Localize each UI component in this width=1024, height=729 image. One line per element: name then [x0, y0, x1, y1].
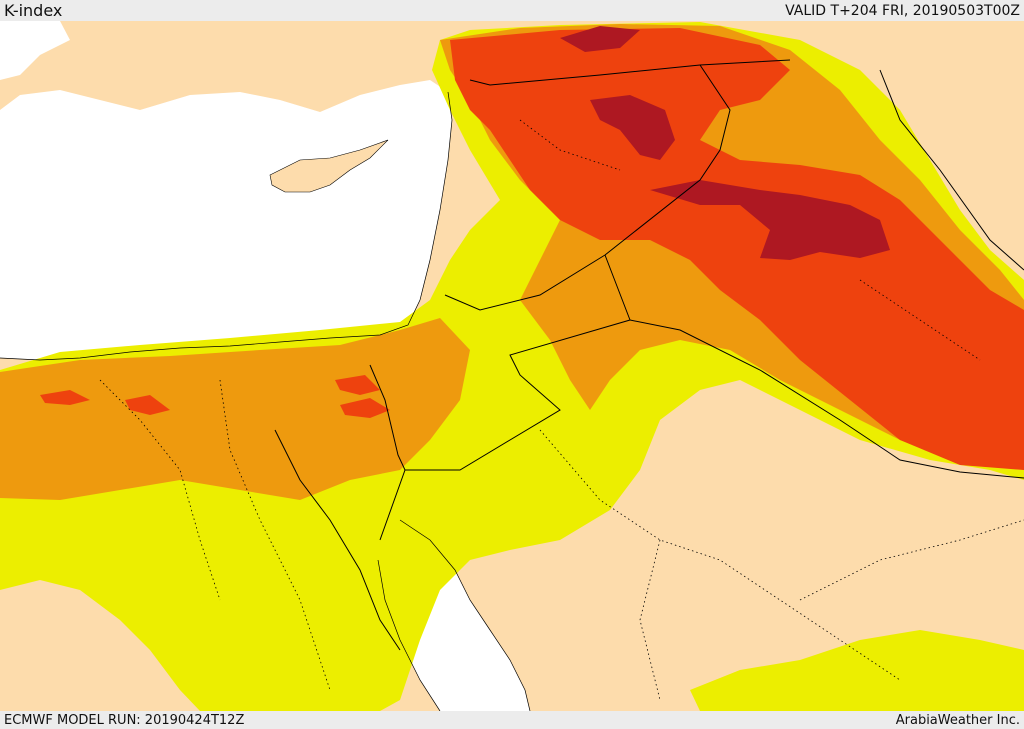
k-index-map[interactable]: [0, 21, 1024, 711]
k-index-high-patch-3: [335, 375, 390, 418]
product-title: K-index: [4, 1, 63, 20]
k-index-zone-mid: [0, 318, 470, 500]
k-index-zone-very-high-2: [590, 95, 675, 160]
model-run-label: ECMWF MODEL RUN: 20190424T12Z: [4, 712, 245, 728]
valid-time-label: VALID T+204 FRI, 20190503T00Z: [785, 2, 1020, 19]
credit-label: ArabiaWeather Inc.: [895, 712, 1020, 728]
mediterranean-sea: [0, 80, 452, 360]
k-index-zone-very-high-3: [650, 180, 890, 260]
map-panel[interactable]: [0, 21, 1024, 711]
k-index-zone-low-southeast: [690, 630, 1024, 711]
cyprus: [269, 139, 389, 193]
province-borders: [99, 119, 1024, 701]
k-index-zone-very-high-1: [560, 26, 640, 52]
k-index-high-patch-2: [125, 395, 170, 415]
k-index-zone-high: [450, 28, 1024, 470]
aegean-coast: [0, 21, 70, 80]
header-bar: K-index VALID T+204 FRI, 20190503T00Z: [0, 0, 1024, 21]
k-index-high-patch-1: [40, 390, 90, 405]
national-borders: [274, 59, 1024, 651]
footer-bar: ECMWF MODEL RUN: 20190424T12Z ArabiaWeat…: [0, 711, 1024, 729]
coastlines: [0, 91, 531, 711]
